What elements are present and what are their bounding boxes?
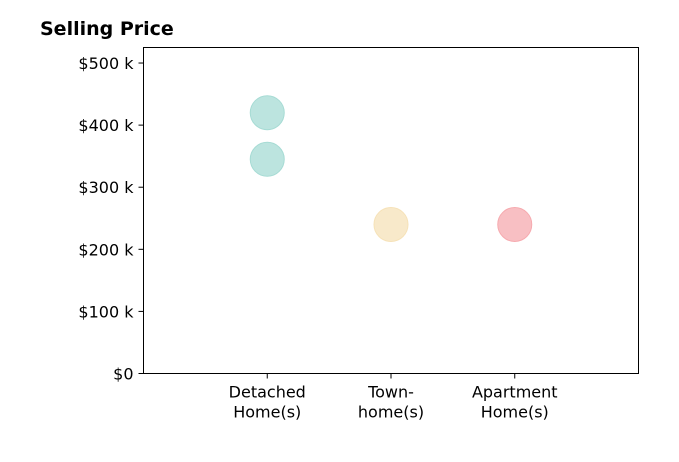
scatter-point [249, 95, 285, 131]
scatter-point [497, 206, 533, 242]
y-tick-label: $400 k [78, 116, 134, 135]
points-layer [249, 95, 533, 242]
y-tick-label: $0 [113, 365, 133, 384]
y-tick-label: $200 k [78, 240, 134, 259]
y-tick-label: $300 k [78, 178, 134, 197]
scatter-point [249, 141, 285, 177]
y-tick-label: $100 k [78, 302, 134, 321]
x-tick-label: Town-home(s) [358, 383, 424, 422]
chart-title: Selling Price [40, 18, 174, 40]
y-tick-label: $500 k [78, 54, 134, 73]
x-tick-label: Apartment Home(s) [472, 383, 558, 422]
plot-frame [143, 47, 639, 374]
ticks-layer: $0 $100 k $200 k $300 k $400 k $500 k Detached… [78, 54, 557, 421]
scatter-point [373, 206, 409, 242]
x-tick-label: Detached Home(s) [229, 383, 306, 422]
